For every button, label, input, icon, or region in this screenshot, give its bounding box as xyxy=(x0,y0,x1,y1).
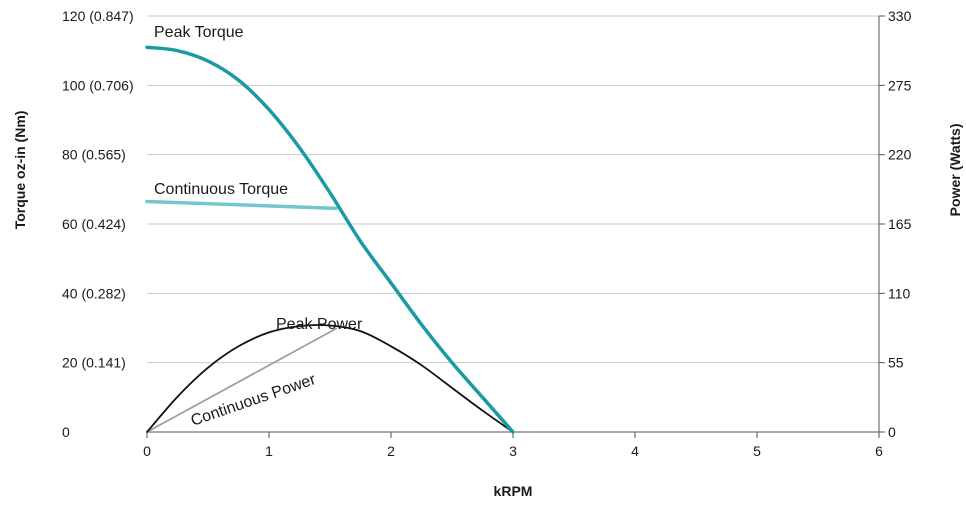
grid-lines xyxy=(147,15,879,364)
x-tick-label: 4 xyxy=(631,443,639,459)
y-right-tick-label: 275 xyxy=(888,77,912,93)
x-tick-label: 1 xyxy=(265,443,273,459)
y-right-tick-label: 0 xyxy=(888,424,896,440)
peak-torque-label: Peak Torque xyxy=(154,24,244,41)
peak-torque-line xyxy=(145,45,515,434)
x-axis-title: kRPM xyxy=(494,483,533,499)
x-tick-label: 5 xyxy=(753,443,761,459)
y-right-tick-label: 110 xyxy=(888,285,911,301)
y-left-tick-label: 20 (0.141) xyxy=(62,355,126,371)
y-left-tick-label: 60 (0.424) xyxy=(62,216,126,232)
y-left-tick-label: 40 (0.282) xyxy=(62,285,126,301)
x-tick-label: 0 xyxy=(143,443,151,459)
peak-power-label: Peak Power xyxy=(276,316,363,333)
y-left-tick-label: 0 xyxy=(62,424,70,440)
y-right-tick-label: 165 xyxy=(888,216,912,232)
y-right-tick-label: 55 xyxy=(888,355,904,371)
x-tick-label: 2 xyxy=(387,443,395,459)
continuous-power-line xyxy=(146,327,337,433)
y-left-axis-title: Torque oz-in (Nm) xyxy=(12,111,28,230)
y-left-tick-label: 100 (0.706) xyxy=(62,77,134,93)
x-tick-label: 3 xyxy=(509,443,517,459)
y-right-tick-label: 330 xyxy=(888,8,912,24)
x-tick-label: 6 xyxy=(875,443,883,459)
series-lines xyxy=(145,45,515,434)
y-left-tick-label: 120 (0.847) xyxy=(62,8,134,24)
y-right-axis-title: Power (Watts) xyxy=(947,124,963,217)
continuous-power-label: Continuous Power xyxy=(189,371,319,430)
peak-power-line xyxy=(146,324,514,433)
continuous-torque-line xyxy=(145,199,338,211)
y-right-tick-label: 220 xyxy=(888,147,912,163)
continuous-torque-label: Continuous Torque xyxy=(154,181,288,198)
y-left-tick-label: 80 (0.565) xyxy=(62,147,126,163)
axes: 0 20 (0.141) 40 (0.282) 60 (0.424) 80 (0.565… xyxy=(12,8,963,499)
